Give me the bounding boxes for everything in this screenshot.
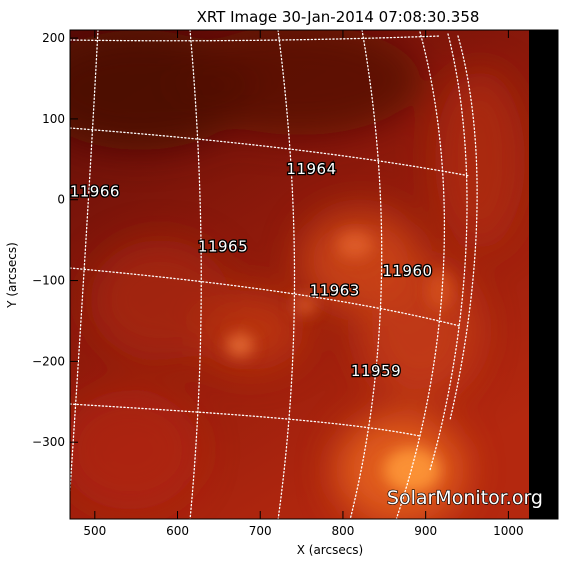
x-axis-ticks: 500 600 700 800 900 1000 [83,30,524,538]
y-tick-label: −300 [32,435,65,449]
longitude-line [70,30,99,500]
active-region-label: 11966 [70,183,120,201]
off-disk-region [529,30,558,519]
xrt-image [70,30,558,519]
y-tick-label: 100 [42,112,65,126]
active-region-label: 11960 [382,262,432,280]
heliographic-grid [70,30,478,519]
longitude-line [429,33,468,471]
longitude-line [349,30,383,519]
longitude-line [277,30,296,519]
longitude-line [449,35,478,421]
y-tick-label: −200 [32,354,65,368]
active-region-label: 11963 [310,281,360,299]
y-tick-label: −100 [32,274,65,288]
latitude-line [70,403,421,437]
y-tick-label: 200 [42,31,65,45]
x-tick-label: 500 [83,524,106,538]
x-axis-label: X (arcsecs) [297,543,364,557]
solarmonitor-watermark: SolarMonitor.org [387,487,543,509]
latitude-line [70,127,471,177]
active-region-labels: 11966 11964 11965 11960 11963 11959 [68,159,433,382]
plot-frame [69,29,559,520]
active-region-label: 11964 [286,160,336,178]
active-region-label: 11965 [198,238,248,256]
latitude-line [70,35,441,42]
x-tick-label: 800 [331,524,354,538]
y-axis-ticks: 200 100 0 −100 −200 −300 [32,31,558,449]
x-tick-label: 900 [414,524,437,538]
x-tick-label: 1000 [493,524,524,538]
x-tick-label: 700 [249,524,272,538]
longitude-line [395,31,445,519]
y-axis-label: Y (arcsecs) [5,242,19,309]
y-tick-label: 0 [57,193,65,207]
x-tick-label: 600 [166,524,189,538]
active-region-label: 11959 [351,362,401,380]
active-region-brightenings [226,231,454,492]
coronal-emission [70,30,525,519]
chart-title: XRT Image 30-Jan-2014 07:08:30.358 [197,8,480,26]
longitude-line [189,30,202,519]
